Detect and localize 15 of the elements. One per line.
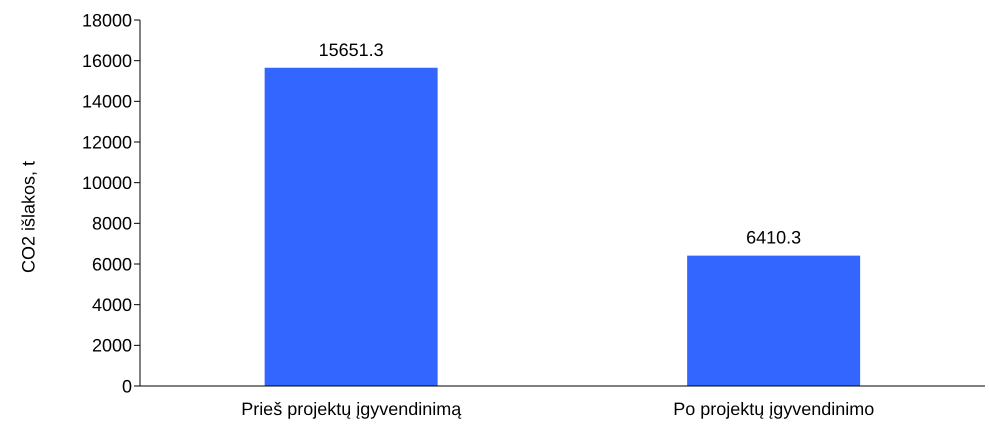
x-tick-label: Po projektų įgyvendinimo [673,398,874,419]
y-axis-title: CO2 išlakos, t [18,160,38,273]
x-tick-label: Prieš projektų įgyvendinimą [241,398,462,419]
y-tick-label: 8000 [92,214,132,234]
y-tick-label: 16000 [82,51,132,72]
data-label: 15651.3 [318,40,384,60]
y-tick-label: 14000 [82,92,132,112]
y-tick-label: 2000 [92,336,132,356]
y-tick-label: 10000 [82,173,132,194]
y-tick-label: 6000 [92,254,132,274]
y-tick-label: 12000 [82,132,132,152]
y-tick-label: 18000 [82,10,132,30]
y-tick-label: 0 [122,376,132,396]
y-tick-label: 4000 [92,295,132,316]
data-label: 6410.3 [746,228,802,248]
